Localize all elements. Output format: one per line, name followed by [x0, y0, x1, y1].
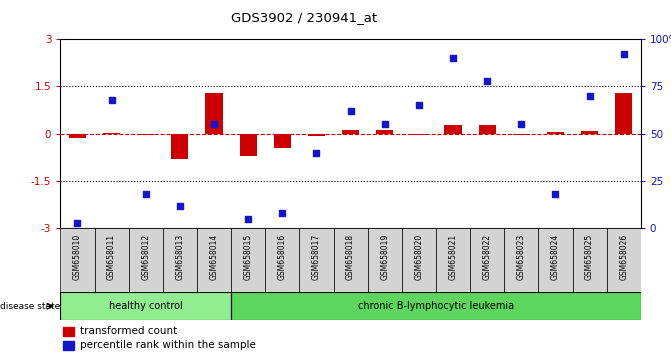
Text: healthy control: healthy control	[109, 301, 183, 311]
Text: GSM658015: GSM658015	[244, 233, 253, 280]
Point	[174, 203, 185, 209]
Bar	[274, 133, 291, 148]
Bar	[342, 130, 359, 133]
Point	[277, 210, 288, 216]
Bar	[95, 228, 129, 292]
Text: chronic B-lymphocytic leukemia: chronic B-lymphocytic leukemia	[358, 301, 514, 311]
Bar	[137, 133, 154, 135]
Point	[413, 102, 424, 108]
Text: GSM658020: GSM658020	[415, 233, 423, 280]
Text: GSM658018: GSM658018	[346, 233, 355, 280]
Text: GSM658023: GSM658023	[517, 233, 526, 280]
Text: percentile rank within the sample: percentile rank within the sample	[80, 341, 256, 350]
Point	[243, 216, 254, 222]
Text: GSM658024: GSM658024	[551, 233, 560, 280]
Bar	[205, 93, 223, 133]
Text: disease state: disease state	[0, 302, 60, 311]
Bar	[436, 228, 470, 292]
Bar	[513, 133, 530, 135]
Text: GSM658017: GSM658017	[312, 233, 321, 280]
Point	[106, 97, 117, 102]
Bar	[402, 228, 436, 292]
Point	[550, 192, 561, 197]
Bar	[299, 228, 333, 292]
Bar	[547, 132, 564, 133]
Bar	[615, 93, 632, 133]
Point	[619, 51, 629, 57]
Bar	[572, 228, 607, 292]
Bar	[231, 292, 641, 320]
Bar	[60, 228, 95, 292]
Point	[345, 108, 356, 114]
Point	[140, 192, 151, 197]
Bar	[308, 133, 325, 136]
Text: GSM658022: GSM658022	[482, 233, 492, 280]
Text: GSM658014: GSM658014	[209, 233, 219, 280]
Text: GSM658016: GSM658016	[278, 233, 287, 280]
Bar	[240, 133, 257, 156]
Bar	[581, 131, 598, 133]
Bar	[129, 228, 163, 292]
Point	[379, 121, 390, 127]
Bar	[368, 228, 402, 292]
Bar	[333, 228, 368, 292]
Point	[516, 121, 527, 127]
Text: GSM658012: GSM658012	[141, 233, 150, 280]
Bar	[607, 228, 641, 292]
Point	[448, 55, 458, 61]
Bar	[60, 292, 231, 320]
Bar	[63, 327, 74, 336]
Bar	[231, 228, 265, 292]
Bar	[411, 133, 427, 135]
Text: GSM658011: GSM658011	[107, 233, 116, 280]
Bar	[470, 228, 504, 292]
Bar	[171, 133, 189, 159]
Text: transformed count: transformed count	[80, 326, 176, 336]
Point	[209, 121, 219, 127]
Point	[311, 150, 322, 155]
Point	[72, 220, 83, 225]
Text: GSM658025: GSM658025	[585, 233, 594, 280]
Text: GSM658026: GSM658026	[619, 233, 628, 280]
Text: GSM658010: GSM658010	[73, 233, 82, 280]
Bar	[444, 125, 462, 133]
Text: GDS3902 / 230941_at: GDS3902 / 230941_at	[231, 11, 377, 24]
Bar	[478, 125, 496, 133]
Bar	[69, 133, 86, 138]
Bar	[163, 228, 197, 292]
Bar	[63, 341, 74, 350]
Text: GSM658019: GSM658019	[380, 233, 389, 280]
Point	[584, 93, 595, 98]
Point	[482, 78, 493, 84]
Bar	[197, 228, 231, 292]
Bar	[504, 228, 538, 292]
Bar	[538, 228, 572, 292]
Text: GSM658021: GSM658021	[448, 233, 458, 280]
Bar	[231, 292, 641, 320]
Text: GSM658013: GSM658013	[175, 233, 185, 280]
Bar	[265, 228, 299, 292]
Bar	[376, 130, 393, 133]
Bar	[60, 292, 231, 320]
